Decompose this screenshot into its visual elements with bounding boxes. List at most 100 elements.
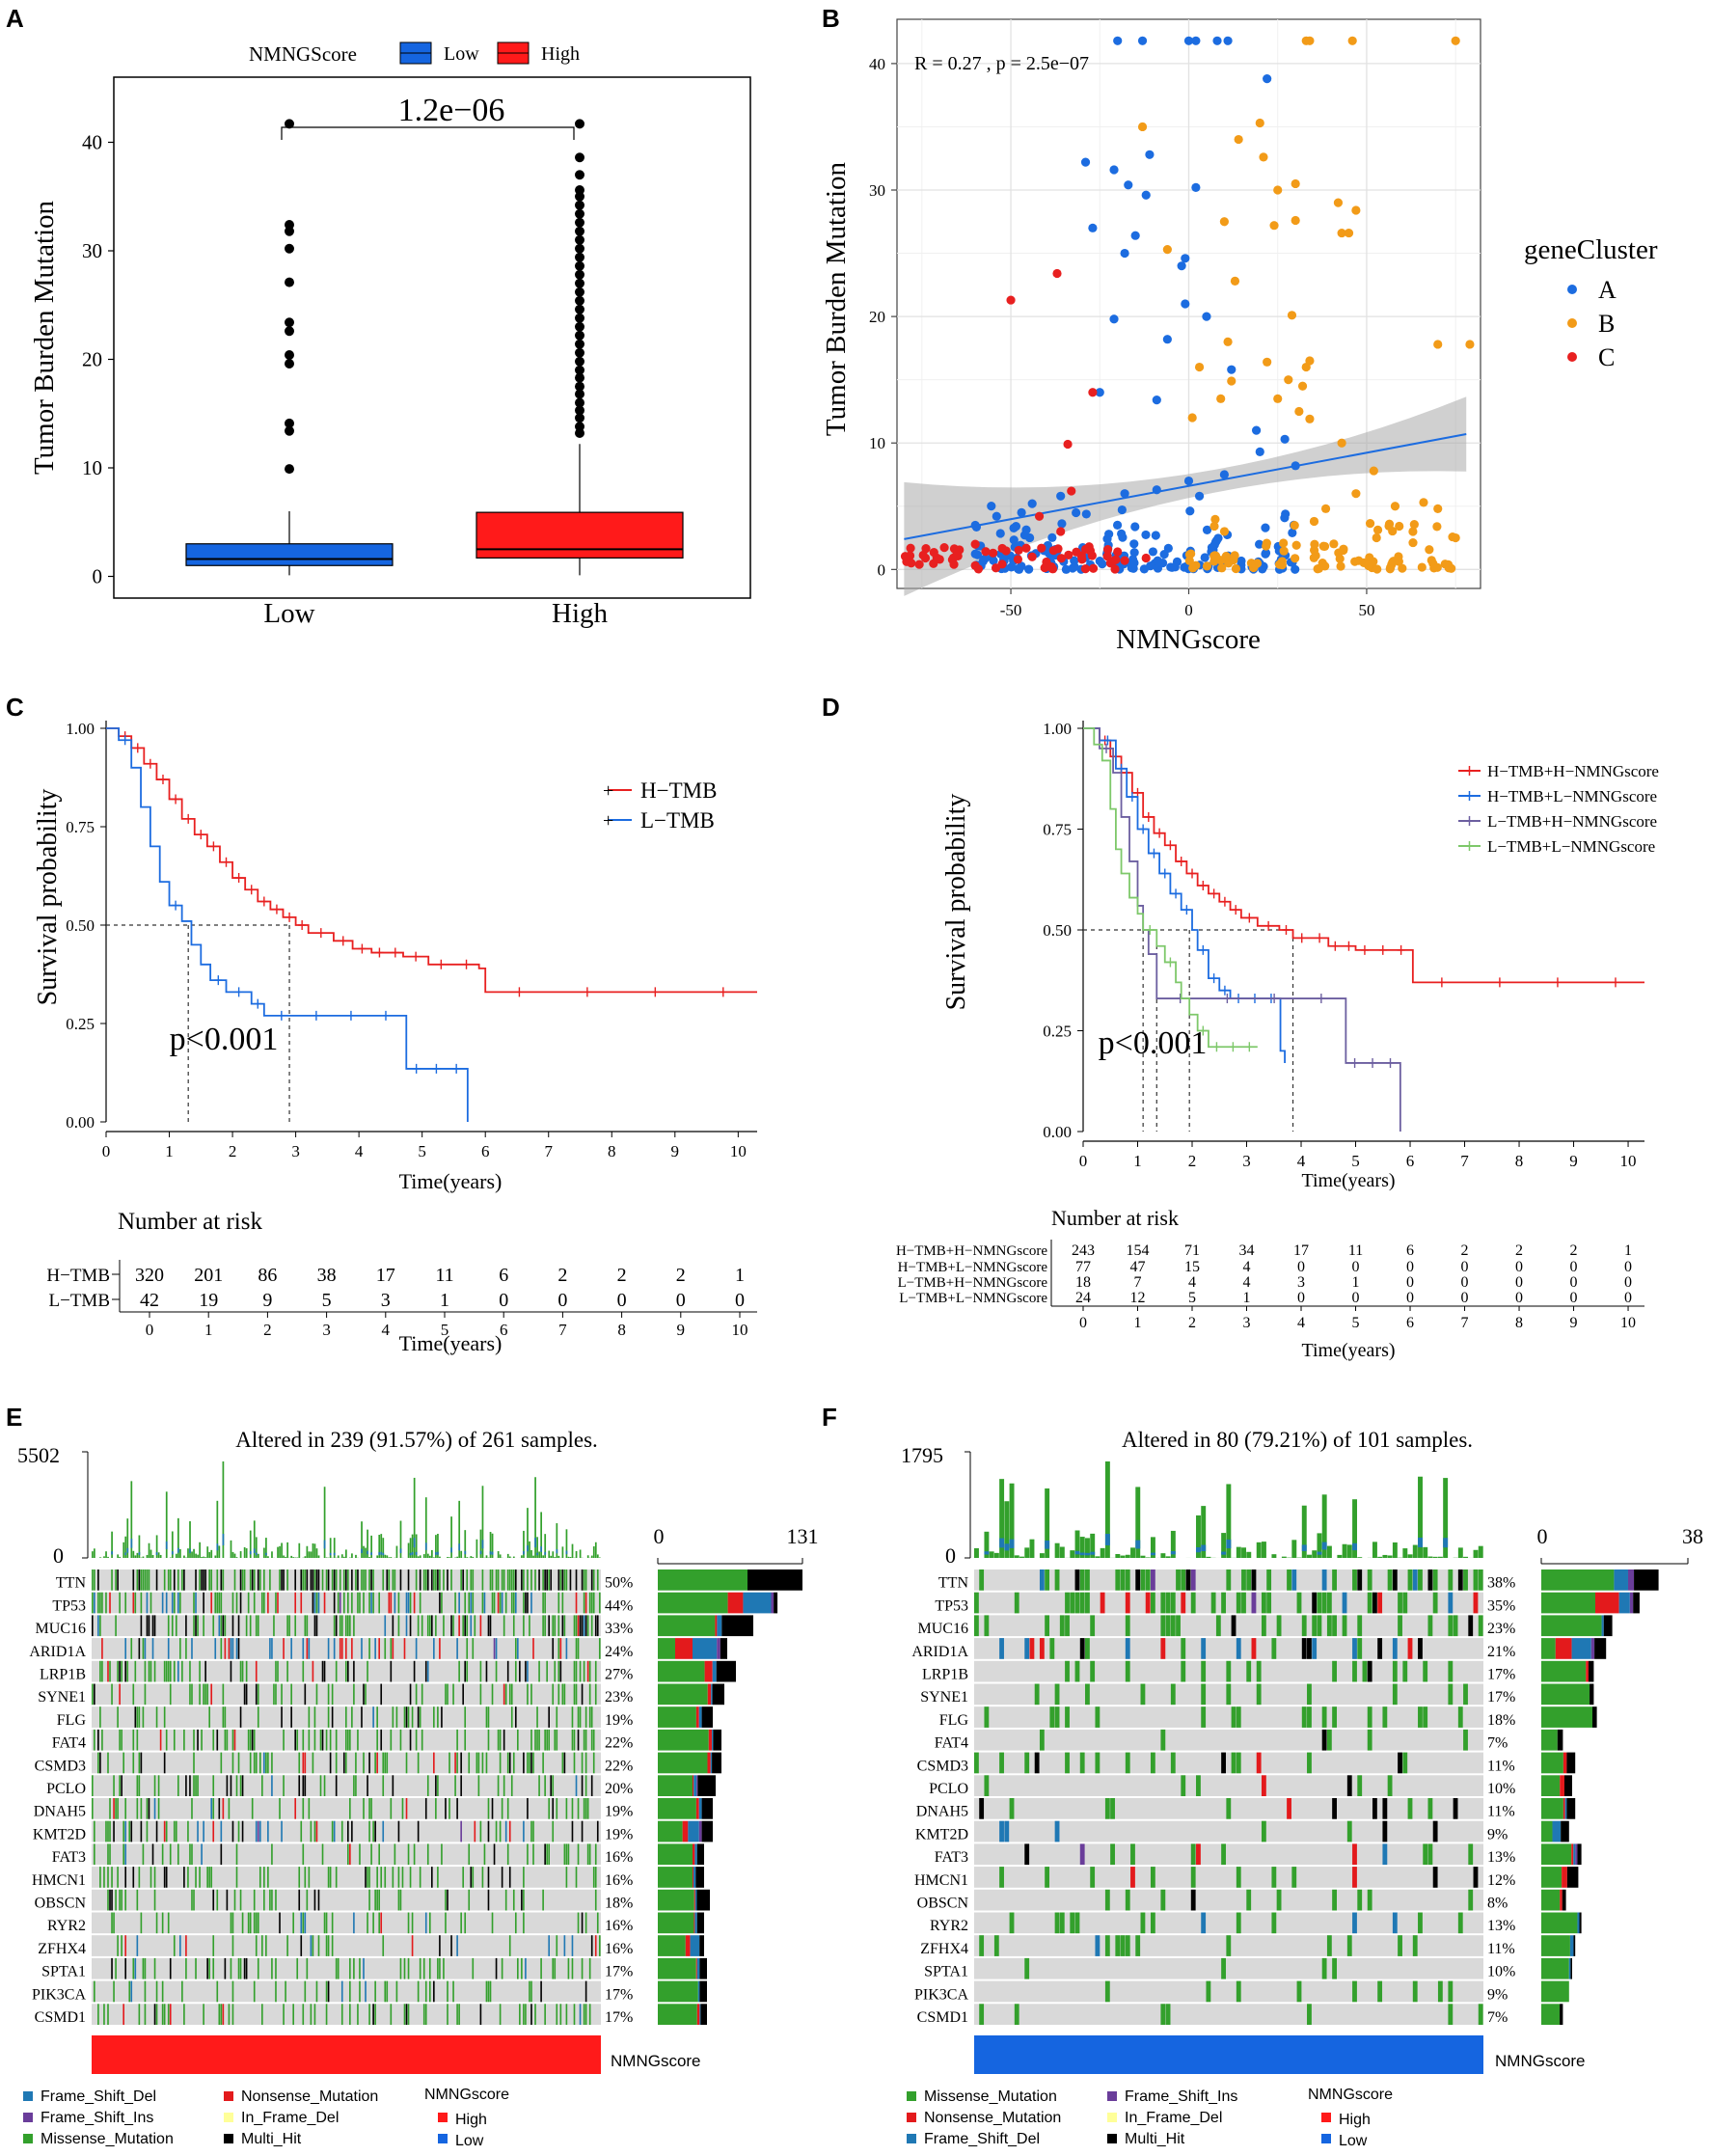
mutation-cell xyxy=(493,1592,496,1614)
mutation-cell xyxy=(1423,1706,1428,1728)
gene-percent: 19% xyxy=(605,1804,633,1820)
legend-label: Missense_Mutation xyxy=(924,2088,1057,2105)
mutation-cell xyxy=(298,1889,301,1911)
mutation-cell xyxy=(573,1660,576,1682)
panel-label-a: A xyxy=(6,4,24,33)
tmb-bar xyxy=(1019,1556,1024,1558)
tmb-bar-segment xyxy=(536,1552,538,1556)
legend-plus-icon xyxy=(1465,816,1474,826)
plot-frame xyxy=(113,76,751,599)
gene-bar-segment xyxy=(1541,1775,1561,1796)
censor-mark xyxy=(462,959,471,969)
mutation-cell xyxy=(255,1912,258,1934)
gene-row-background xyxy=(974,2004,1483,2025)
tmb-bar xyxy=(1301,1505,1307,1558)
gene-bar-segment xyxy=(720,1638,727,1659)
tmb-bar xyxy=(1009,1483,1015,1558)
mutation-cell xyxy=(523,1752,525,1774)
mutation-cell xyxy=(321,1729,324,1751)
mutation-cell xyxy=(479,1660,482,1682)
mutation-cell xyxy=(195,1615,197,1637)
mutation-cell xyxy=(353,1683,355,1706)
outlier-point xyxy=(575,278,584,288)
mutation-cell xyxy=(92,1592,94,1614)
mutation-cell xyxy=(1357,1615,1363,1637)
tmb-bar-segment xyxy=(1004,1543,1010,1551)
mutation-cell xyxy=(161,2004,164,2025)
tmb-bar-segment xyxy=(1045,1541,1050,1549)
mutation-cell xyxy=(426,1615,429,1637)
gene-bar-segment xyxy=(1594,1638,1607,1659)
mutation-cell xyxy=(239,1706,242,1728)
risk-value: 1 xyxy=(1352,1274,1360,1291)
mutation-cell xyxy=(1448,1615,1454,1637)
tmb-bar xyxy=(243,1546,246,1558)
mutation-cell xyxy=(1478,1615,1483,1637)
mutation-cell xyxy=(1160,1638,1166,1659)
gene-bar-segment xyxy=(1570,1957,1572,1979)
gene-bar-segment xyxy=(1566,1867,1579,1888)
mutation-cell xyxy=(355,1569,357,1591)
mutation-cell xyxy=(506,1798,509,1819)
tmb-bar xyxy=(508,1556,511,1558)
mutation-cell xyxy=(210,1569,213,1591)
mutation-cell xyxy=(231,1729,234,1751)
mutation-cell xyxy=(353,1660,355,1682)
y-axis-label: Survival probability xyxy=(33,789,63,1006)
mutation-cell xyxy=(191,1843,193,1866)
point-cluster-c xyxy=(1037,543,1046,553)
point-cluster-a xyxy=(1167,562,1177,572)
mutation-cell xyxy=(353,1957,355,1979)
mutation-cell xyxy=(159,1729,162,1751)
tmb-bar xyxy=(464,1530,467,1558)
mutation-cell xyxy=(374,1980,376,2003)
mutation-cell xyxy=(344,1569,347,1591)
mutation-cell xyxy=(298,1775,301,1796)
gene-bar-segment xyxy=(713,1729,721,1751)
mutation-cell xyxy=(1236,1706,1241,1728)
gene-bar-segment xyxy=(695,1867,704,1888)
mutation-cell xyxy=(294,1569,297,1591)
mutation-cell xyxy=(315,1683,318,1706)
mutation-cell xyxy=(1352,1638,1357,1659)
mutation-cell xyxy=(1221,1752,1226,1774)
mutation-cell xyxy=(999,1867,1004,1888)
mutation-cell xyxy=(169,1843,172,1866)
mutation-cell xyxy=(249,1729,252,1751)
survival-curve-3 xyxy=(1083,727,1258,1049)
point-cluster-b xyxy=(1417,562,1427,572)
point-cluster-b xyxy=(1231,563,1241,574)
mutation-cell xyxy=(421,1683,423,1706)
mutation-cell xyxy=(323,1912,326,1934)
outlier-point xyxy=(285,464,294,475)
tmb-bar xyxy=(1291,1540,1297,1558)
tmb-bar xyxy=(1387,1555,1393,1558)
mutation-cell xyxy=(1210,1592,1216,1614)
mutation-cell xyxy=(474,1820,476,1842)
x-tick-label: 7 xyxy=(1460,1152,1469,1170)
gene-bar-segment xyxy=(698,1820,702,1842)
gene-row-background xyxy=(974,1615,1483,1637)
mutation-cell xyxy=(460,1775,462,1796)
legend-group-label: High xyxy=(455,2112,487,2128)
mutation-cell xyxy=(94,1820,95,1842)
mutation-cell xyxy=(239,1592,242,1614)
mutation-cell xyxy=(212,1615,215,1637)
mutation-cell xyxy=(197,1729,199,1751)
mutation-cell xyxy=(508,1820,511,1842)
mutation-cell xyxy=(1398,1592,1402,1614)
mutation-cell xyxy=(251,1729,254,1751)
tmb-bar xyxy=(598,1557,601,1558)
tmb-bar-segment xyxy=(378,1552,381,1555)
mutation-cell xyxy=(1463,1683,1468,1706)
point-cluster-b xyxy=(1344,228,1354,238)
risk-value: 77 xyxy=(1075,1259,1091,1275)
mutation-cell xyxy=(450,1569,452,1591)
mutation-cell xyxy=(1125,1592,1130,1614)
tmb-bar xyxy=(1165,1556,1171,1558)
tmb-bar xyxy=(239,1551,242,1558)
mutation-cell xyxy=(275,1592,277,1614)
mutation-cell xyxy=(241,1912,244,1934)
mutation-cell xyxy=(1377,1592,1383,1614)
mutation-cell xyxy=(140,1820,143,1842)
